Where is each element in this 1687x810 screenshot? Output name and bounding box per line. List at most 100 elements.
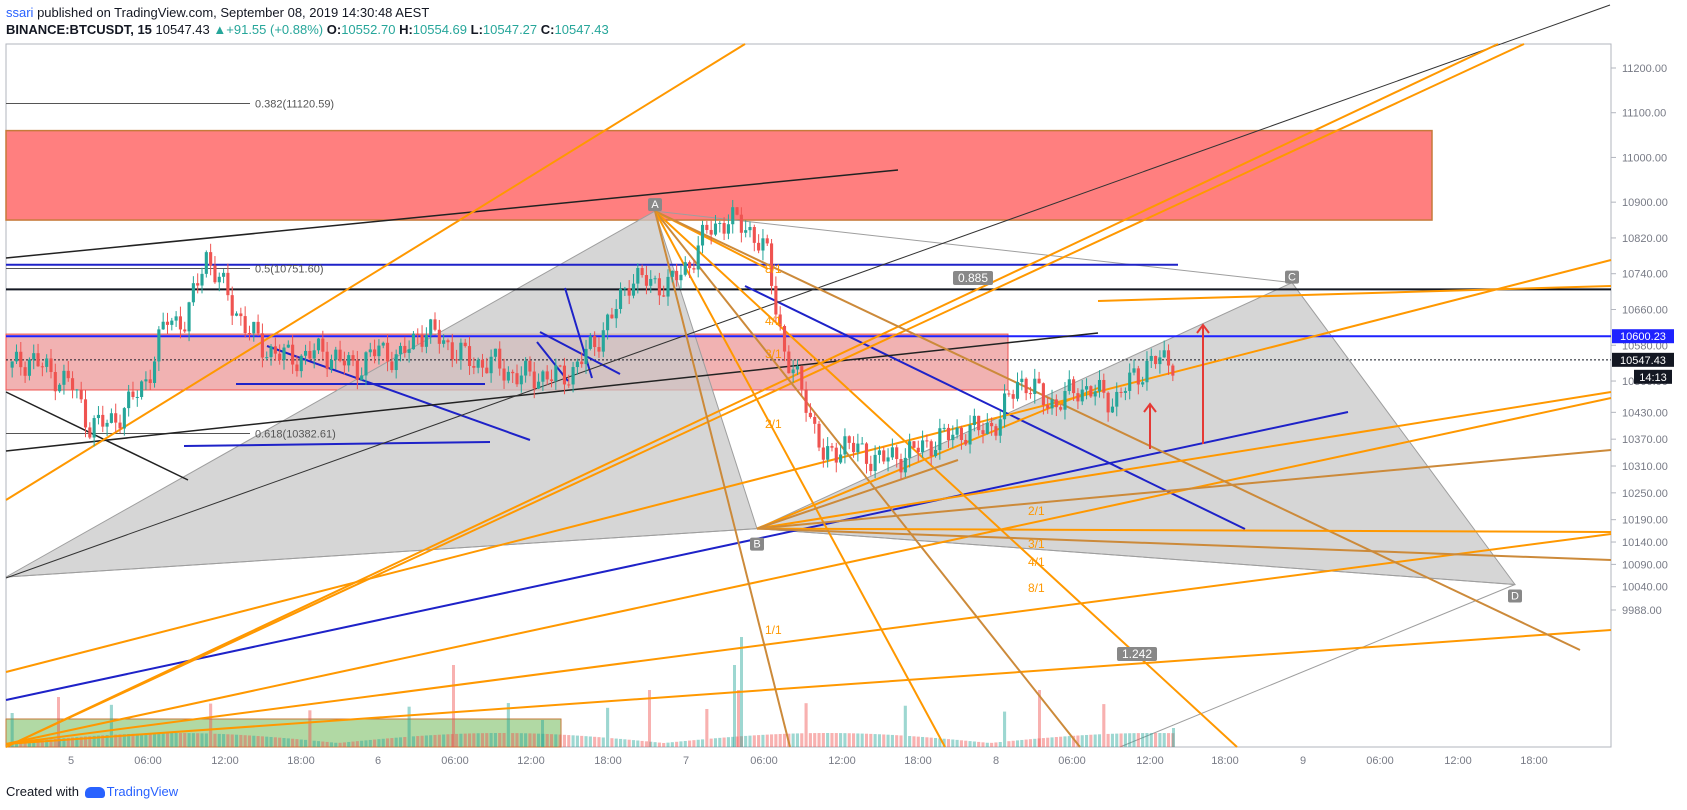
candle-body [265,357,269,359]
candle-body [390,361,394,371]
candle-body [381,342,385,346]
volume-bar [58,738,62,747]
volume-bar [614,738,618,747]
volume-bar [269,736,273,747]
point-b-label-bg [750,537,764,551]
volume-bar [722,737,726,747]
volume-bar [916,736,920,747]
candle-body [1102,379,1106,393]
candle-body [234,313,239,316]
candle-body [83,399,88,428]
candle-body [985,422,989,435]
candle-body [830,446,834,448]
volume-bar [187,733,191,747]
tradingview-link[interactable]: TradingView [106,784,179,799]
fan-b-ray-1 [756,449,1612,530]
candle-body [403,345,407,353]
volume-bar [325,741,329,747]
volume-bar [265,736,269,747]
candle-body [351,355,355,361]
volume-bar [752,735,756,747]
candle-body [459,342,463,360]
volume-bar [584,736,588,747]
y-tick-label-4: 10820.00 [1622,233,1668,245]
volume-bar [800,733,804,747]
candle-body [908,441,912,458]
candle-body [718,222,722,224]
candle-body [912,441,916,448]
candle-body [839,454,843,463]
x-tick-label-9: 06:00 [750,755,778,767]
high-value: 10554.69 [412,22,468,37]
candle-body [778,314,782,326]
candle-body [450,342,454,360]
candle-body [782,325,787,352]
volume-bar [196,733,200,747]
candle-body [209,252,213,266]
volume-bar [1054,737,1058,747]
candle-body [700,224,705,246]
volume-bar [899,735,903,747]
volume-bar [140,733,144,747]
symbol-label[interactable]: BINANCE:BTCUSDT, 15 [6,22,152,37]
orange-channel-7 [1097,285,1612,302]
candle-body [239,313,243,317]
black-trend-2 [5,391,189,481]
volume-bar [580,735,584,747]
candle-body [480,359,485,368]
created-with-text: Created with [6,784,79,799]
orange-channel-6 [5,43,1499,748]
fan-a-ray-5 [654,210,791,748]
candle-body [791,369,795,374]
fan-b-label-3: 8/1 [1028,581,1045,595]
candle-body [981,430,985,435]
volume-bar [791,733,795,747]
candle-body [864,443,869,464]
x-tick-label-10: 12:00 [828,755,856,767]
x-tick-label-3: 18:00 [287,755,315,767]
published-text: published on TradingView.com, September … [33,5,430,20]
fan-b-ray-4 [756,387,1099,530]
candle-body [519,375,523,385]
candle-body [10,361,14,368]
candle-body [394,354,398,371]
candle-body [744,230,748,233]
candle-body [75,389,79,391]
volume-bar [118,734,122,747]
candle-body [977,415,981,431]
volume-bar [778,733,782,747]
trend-lines [5,4,1612,748]
volume-bar [1141,733,1145,747]
volume-bar [519,733,523,747]
candle-body [1110,406,1114,413]
candle-body [27,359,31,376]
blue-trend-0 [5,411,1349,701]
volume-bar [286,738,290,747]
point-a-label: A [651,199,659,211]
candle-body [312,350,316,359]
candle-body [88,427,92,438]
volume-bar [489,733,493,747]
volume-bar [985,742,989,747]
candle-body [606,314,610,331]
volume-bar [122,734,126,747]
candle-body [433,319,437,330]
candle-body [62,370,66,385]
volume-bar [1089,734,1093,747]
candle-body [709,229,713,235]
candle-body [946,427,951,441]
candle-body [200,273,204,286]
candle-body [614,308,618,319]
candle-body [990,422,994,427]
volume-bar [545,733,549,747]
candle-body [1106,392,1110,413]
volume-bar [864,733,869,747]
candle-body [515,373,519,385]
candle-body [476,359,480,368]
candle-body [66,370,70,379]
author-link[interactable]: ssari [6,5,34,20]
volume-bar [1033,738,1037,747]
candle-body [1024,378,1028,394]
volume-bar [79,736,83,747]
